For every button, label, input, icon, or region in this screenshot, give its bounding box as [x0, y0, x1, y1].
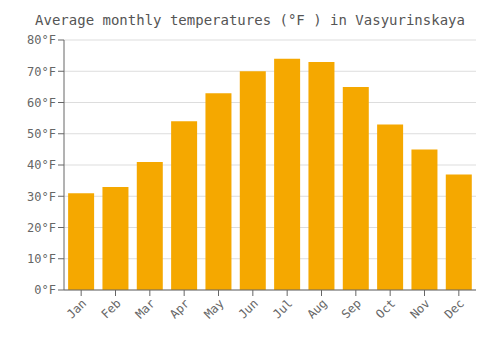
svg-text:20°F: 20°F	[27, 221, 56, 235]
svg-text:Nov: Nov	[407, 296, 432, 321]
svg-text:70°F: 70°F	[27, 65, 56, 79]
svg-text:Feb: Feb	[98, 296, 123, 321]
svg-text:50°F: 50°F	[27, 127, 56, 141]
svg-text:60°F: 60°F	[27, 96, 56, 110]
svg-text:0°F: 0°F	[34, 283, 56, 297]
svg-text:May: May	[201, 296, 226, 321]
svg-text:Oct: Oct	[373, 296, 398, 321]
svg-text:10°F: 10°F	[27, 252, 56, 266]
svg-text:Jan: Jan	[64, 296, 89, 321]
svg-text:Jul: Jul	[270, 296, 295, 321]
svg-text:30°F: 30°F	[27, 190, 56, 204]
svg-text:Sep: Sep	[339, 296, 364, 321]
svg-text:80°F: 80°F	[27, 33, 56, 47]
svg-text:Aug: Aug	[304, 296, 329, 321]
svg-text:Mar: Mar	[133, 296, 158, 321]
svg-text:40°F: 40°F	[27, 158, 56, 172]
svg-text:Apr: Apr	[167, 296, 192, 321]
svg-text:Dec: Dec	[442, 296, 467, 321]
svg-text:Jun: Jun	[236, 296, 261, 321]
html-text:Average monthly temperatures (: Average monthly temperatures (°F ) in Va…	[35, 12, 465, 28]
